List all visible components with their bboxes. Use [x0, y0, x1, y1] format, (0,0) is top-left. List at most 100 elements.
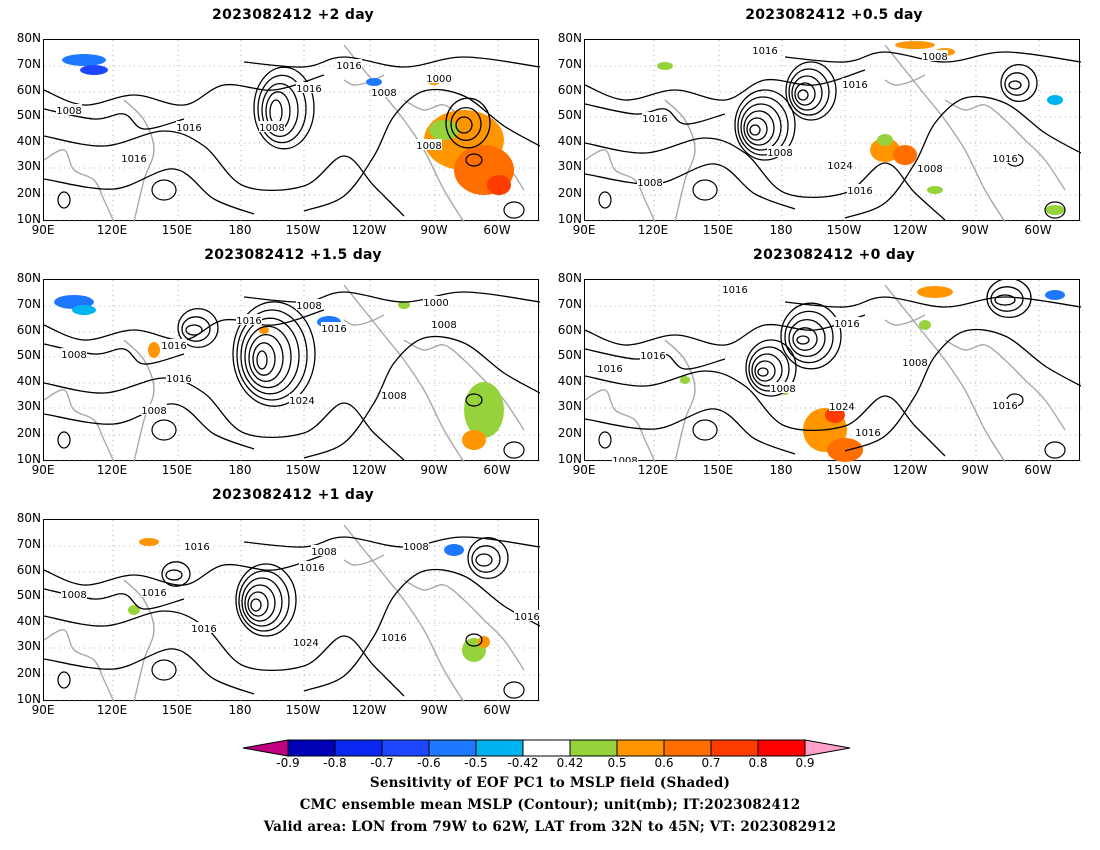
contour-label: 1024 — [827, 161, 852, 172]
mslp-contour — [269, 99, 283, 125]
colorbar-swatch — [428, 739, 477, 757]
contour-label: 1016 — [752, 46, 777, 57]
contour-label-bg — [121, 152, 147, 163]
colorbar-swatch — [287, 739, 336, 757]
coastline — [884, 314, 926, 326]
sensitivity-shade — [919, 320, 931, 330]
mslp-contour — [445, 97, 491, 149]
mslp-contour — [598, 431, 612, 449]
mslp-contour — [44, 74, 325, 106]
sensitivity-shade — [398, 301, 410, 309]
contour-label: 1024 — [293, 638, 318, 649]
lon-tick-label: 90E — [31, 463, 55, 477]
mslp-contour — [240, 317, 300, 395]
mslp-contour — [455, 116, 473, 134]
lon-tick-label: 120E — [96, 463, 128, 477]
colorbar-tick-label: 0.8 — [748, 756, 768, 770]
contour-label: 1008 — [141, 406, 166, 417]
lon-tick-label: 180 — [228, 223, 252, 237]
lat-tick-label: 60N — [16, 83, 41, 97]
sensitivity-shade — [893, 145, 917, 165]
colorbar-swatch — [710, 739, 759, 757]
contour-label-bg — [767, 146, 793, 157]
sensitivity-shade — [128, 605, 140, 615]
contour-label: 1016 — [514, 612, 539, 623]
mslp-contour — [797, 89, 809, 101]
lon-tick-label: 90W — [420, 223, 448, 237]
contour-label: 1008 — [431, 320, 456, 331]
mslp-contour — [844, 95, 1081, 219]
colorbar — [242, 739, 851, 757]
lon-tick-label: 180 — [228, 463, 252, 477]
contour-label: 1016 — [121, 154, 146, 165]
mslp-contour — [257, 74, 307, 144]
contour-label: 1016 — [642, 114, 667, 125]
contour-label-bg — [855, 426, 881, 437]
sensitivity-shade — [680, 376, 690, 384]
lon-tick-label: 120W — [351, 463, 387, 477]
mslp-contour — [503, 441, 525, 459]
contour-label-bg — [847, 184, 873, 195]
lat-tick-label: 10N — [16, 212, 41, 226]
contour-label: 1016 — [296, 84, 321, 95]
lon-tick-label: 150E — [161, 223, 193, 237]
colorbar-swatch — [381, 739, 430, 757]
coastline — [944, 99, 1066, 191]
mslp-contour — [57, 671, 71, 689]
lat-tick-label: 50N — [557, 348, 582, 362]
mslp-contour — [44, 168, 255, 215]
mslp-contour — [1000, 63, 1038, 103]
contour-label: 1008 — [922, 52, 947, 63]
contour-label: 1016 — [236, 316, 261, 327]
lat-tick-label: 30N — [16, 399, 41, 413]
mslp-contour — [151, 419, 177, 441]
contour-label: 1016 — [842, 80, 867, 91]
mslp-contour — [244, 584, 276, 622]
mslp-contour — [44, 130, 405, 217]
contour-label-bg — [236, 314, 262, 325]
contour-label: 1016 — [336, 61, 361, 72]
lon-tick-label: 120E — [96, 703, 128, 717]
map-panel-p2: 1016 1016 1000 1008 1008 1016 1008 1016 1008 — [43, 39, 540, 222]
lon-tick-label: 90E — [572, 463, 596, 477]
mslp-contour — [994, 294, 1016, 306]
contour-label-bg — [299, 561, 325, 572]
contour-label-bg — [371, 86, 397, 97]
lon-tick-label: 60W — [483, 703, 511, 717]
sensitivity-shade — [444, 544, 464, 556]
mslp-contour — [44, 610, 405, 697]
mslp-contour — [177, 307, 219, 349]
colorbar-tick-label: 0.42 — [556, 756, 584, 770]
lat-tick-label: 40N — [16, 614, 41, 628]
mslp-contour — [232, 301, 316, 407]
lon-tick-label: 180 — [228, 703, 252, 717]
mslp-contour — [585, 163, 796, 210]
lon-tick-label: 90W — [961, 223, 989, 237]
lon-tick-label: 90E — [31, 703, 55, 717]
contour-label: 1016 — [992, 401, 1017, 412]
sensitivity-shade — [917, 286, 953, 298]
contour-label-bg — [61, 588, 87, 599]
lon-tick-label: 60W — [483, 223, 511, 237]
contour-label: 1016 — [834, 319, 859, 330]
mslp-contour — [751, 353, 783, 387]
contour-label: 1016 — [141, 588, 166, 599]
mslp-contour — [796, 335, 810, 345]
sensitivity-shade — [148, 342, 160, 358]
sensitivity-shade — [366, 78, 382, 86]
lon-tick-label: 90E — [572, 223, 596, 237]
lat-tick-label: 30N — [16, 159, 41, 173]
contour-label-bg — [176, 121, 202, 132]
mslp-contour — [740, 103, 782, 151]
contour-label-bg — [842, 78, 868, 89]
mslp-contour — [737, 96, 789, 156]
contour-label-bg — [166, 372, 192, 383]
lat-tick-label: 40N — [557, 374, 582, 388]
lon-tick-label: 90W — [961, 463, 989, 477]
contour-label: 1016 — [381, 633, 406, 644]
sensitivity-shade — [1045, 290, 1065, 300]
sensitivity-shade — [72, 305, 96, 315]
mslp-contour — [475, 553, 493, 567]
mslp-contour — [757, 367, 769, 377]
mslp-contour — [990, 286, 1024, 312]
